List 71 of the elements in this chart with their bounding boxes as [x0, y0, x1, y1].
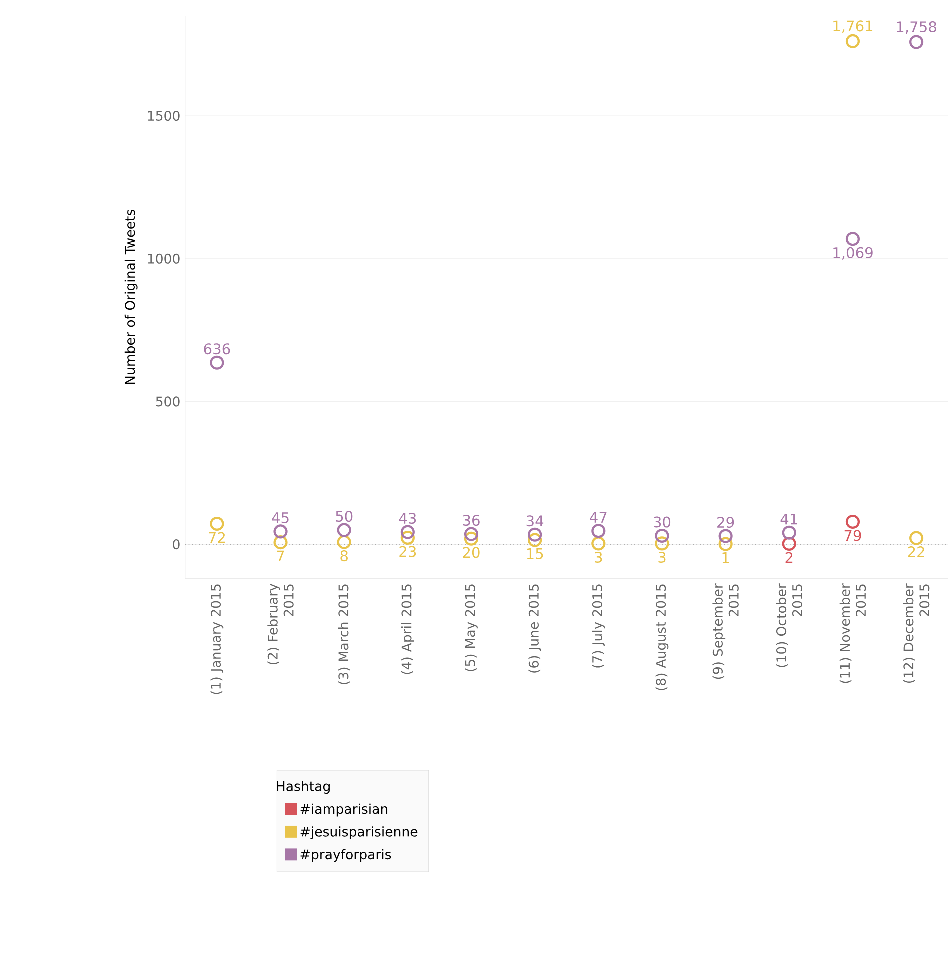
data-label: 7: [277, 550, 284, 562]
point: [337, 535, 352, 550]
point: [464, 527, 478, 542]
data-label: 636: [204, 344, 230, 355]
data-label: 23: [400, 546, 416, 558]
point: [400, 530, 415, 546]
point: [274, 524, 288, 539]
y-tick-label: 0: [172, 540, 180, 550]
point: [846, 34, 860, 48]
legend-label: #iamparisian: [300, 804, 388, 817]
data-label: 2: [786, 552, 792, 564]
point: [718, 529, 733, 544]
x-tick-label: (7) July 2015: [592, 584, 605, 668]
data-label: 41: [780, 514, 798, 525]
x-tick-label: (1) January 2015: [210, 584, 224, 694]
x-tick-label: (12) December 2015: [903, 584, 930, 684]
data-label: 36: [463, 515, 480, 526]
point: [782, 526, 796, 540]
data-label: 79: [844, 530, 862, 542]
data-label: 1,069: [833, 247, 873, 260]
x-tick-label: (11) November 2015: [840, 584, 866, 684]
point: [591, 524, 606, 538]
point: [400, 525, 415, 540]
x-tick-label: (8) August 2015: [656, 584, 669, 690]
point: [846, 514, 860, 530]
point: [210, 356, 224, 370]
point: [655, 528, 670, 544]
point: [718, 537, 733, 552]
point: [274, 536, 288, 550]
x-tick-label: (5) May 2015: [464, 584, 478, 672]
y-tick-label: 500: [156, 396, 180, 407]
data-label: 47: [590, 512, 607, 523]
x-tick-label: (9) September 2015: [712, 584, 739, 680]
x-tick-label: (6) June 2015: [528, 584, 542, 673]
data-label: 15: [527, 548, 543, 560]
point: [210, 516, 224, 532]
data-label: 22: [908, 546, 924, 558]
legend-label: #prayforparis: [300, 849, 391, 862]
x-tick-label: (4) April 2015: [401, 584, 414, 674]
point: [464, 532, 478, 546]
data-label: 34: [526, 516, 544, 527]
data-label: 1,758: [897, 22, 936, 34]
y-tick-label: 1500: [148, 110, 180, 122]
point: [846, 232, 860, 246]
legend-label: #jesuisparisienne: [300, 826, 418, 840]
x-tick-label: (2) February 2015: [267, 584, 294, 665]
data-label: 29: [717, 517, 734, 528]
point: [528, 533, 542, 548]
x-tick-label: (3) March 2015: [338, 584, 350, 684]
y-axis-title: Number of Original Tweets: [124, 210, 138, 384]
data-label: 8: [340, 550, 348, 562]
point: [591, 536, 606, 551]
x-tick-label: (10) October 2015: [776, 584, 802, 668]
data-label: 20: [463, 547, 480, 558]
legend-title: Hashtag: [277, 781, 330, 794]
data-label: 43: [399, 513, 416, 524]
data-label: 1: [722, 552, 729, 564]
data-label: 72: [208, 532, 225, 544]
point: [655, 536, 670, 551]
point: [909, 35, 924, 50]
point: [528, 528, 542, 542]
point: [909, 531, 924, 546]
data-label: 1,761: [833, 20, 872, 34]
data-label: 50: [336, 511, 352, 522]
point: [337, 523, 352, 538]
point: [782, 536, 796, 552]
data-label: 3: [658, 552, 666, 564]
data-label: 45: [272, 512, 289, 524]
y-tick-label: 1000: [148, 254, 180, 264]
data-label: 3: [594, 552, 602, 564]
data-label: 30: [654, 516, 670, 528]
